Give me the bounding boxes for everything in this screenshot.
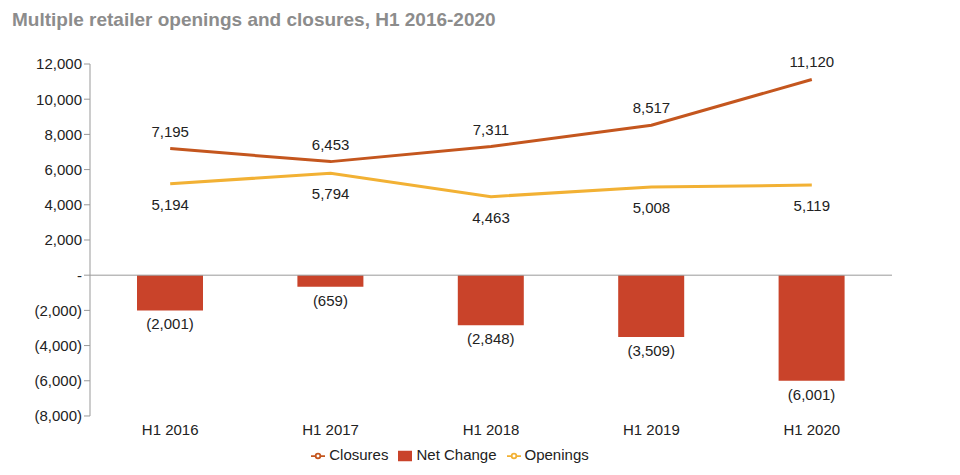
svg-text:8,517: 8,517 — [633, 99, 671, 116]
svg-text:H1 2019: H1 2019 — [623, 421, 680, 438]
svg-text:H1 2020: H1 2020 — [783, 421, 840, 438]
svg-text:6,453: 6,453 — [312, 136, 350, 153]
svg-text:(659): (659) — [313, 292, 348, 309]
html-text:Multiple retailer openings and: Multiple retailer openings and closures,… — [12, 9, 496, 30]
svg-text:11,120: 11,120 — [789, 53, 834, 70]
svg-text:5,794: 5,794 — [312, 185, 350, 202]
svg-text:10,000: 10,000 — [36, 91, 82, 108]
svg-text:(4,000): (4,000) — [34, 337, 82, 354]
html-text:Net Change: Net Change — [416, 446, 497, 463]
svg-text:4,000: 4,000 — [44, 196, 82, 213]
svg-text:H1 2017: H1 2017 — [302, 421, 359, 438]
svg-text:5,008: 5,008 — [633, 199, 671, 216]
html-text:Openings: Openings — [524, 446, 589, 463]
svg-text:(6,001): (6,001) — [788, 386, 836, 403]
svg-text:4,463: 4,463 — [472, 209, 510, 226]
svg-text:8,000: 8,000 — [44, 126, 82, 143]
svg-text:(6,000): (6,000) — [34, 372, 82, 389]
svg-text:H1 2016: H1 2016 — [142, 421, 199, 438]
svg-text:(2,001): (2,001) — [146, 315, 194, 332]
svg-text:2,000: 2,000 — [44, 231, 82, 248]
svg-text:7,311: 7,311 — [473, 121, 509, 138]
svg-text:5,119: 5,119 — [794, 197, 830, 214]
svg-text:5,194: 5,194 — [151, 196, 189, 213]
html-text:Closures: Closures — [329, 446, 389, 463]
svg-text:-: - — [77, 267, 82, 284]
svg-text:(8,000): (8,000) — [34, 407, 82, 424]
svg-text:7,195: 7,195 — [151, 123, 189, 140]
svg-text:H1 2018: H1 2018 — [463, 421, 520, 438]
svg-text:(2,000): (2,000) — [34, 302, 82, 319]
svg-text:(3,509): (3,509) — [627, 342, 675, 359]
svg-text:6,000: 6,000 — [44, 161, 82, 178]
svg-text:12,000: 12,000 — [36, 55, 82, 72]
svg-text:(2,848): (2,848) — [467, 330, 515, 347]
